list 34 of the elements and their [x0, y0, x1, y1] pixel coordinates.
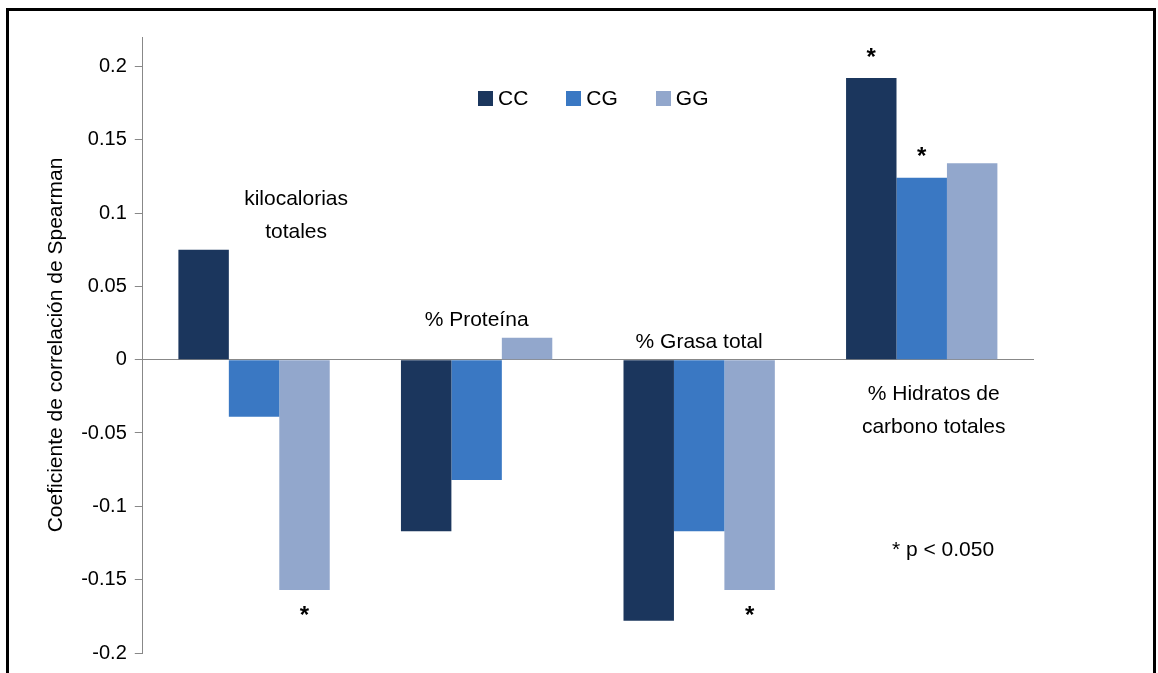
bar: [228, 360, 280, 417]
y-tick-label: -0.05: [81, 420, 127, 443]
bar: [178, 249, 229, 360]
bar: [724, 360, 775, 590]
bar: [846, 78, 897, 360]
x-tick-label: % Hidratos de carbono totales: [861, 380, 1006, 437]
y-axis-title: Coeficiente de correlación de Spearman: [43, 157, 67, 533]
annotation: *: [299, 600, 310, 628]
y-tick-label: -0.15: [81, 567, 127, 590]
legend-label: GG: [674, 86, 709, 110]
x-tick-label: kilocalorias totales: [244, 185, 348, 242]
y-tick-label: 0.05: [87, 273, 127, 296]
annotation: *: [744, 600, 755, 628]
y-tick-label: -0.1: [92, 493, 127, 516]
bar: [896, 177, 947, 360]
y-tick-label: 0: [115, 347, 127, 370]
bar: [673, 360, 725, 532]
bar: [279, 360, 330, 590]
annotation: *: [917, 142, 928, 170]
x-tick-label: % Grasa total: [635, 328, 763, 352]
bar: [400, 360, 452, 532]
bar: [451, 360, 502, 480]
y-tick-label: -0.2: [92, 640, 127, 663]
annotation: * p < 0.050: [891, 537, 995, 561]
y-tick-label: 0.1: [98, 200, 127, 223]
bar: [501, 337, 553, 360]
legend-label: CC: [497, 86, 529, 110]
x-tick-label: % Proteína: [424, 306, 529, 330]
bar: [623, 360, 674, 621]
annotation: *: [866, 42, 877, 70]
legend-label: CG: [585, 86, 618, 110]
y-tick-label: 0.2: [98, 53, 127, 76]
y-tick-label: 0.15: [87, 127, 127, 150]
bar: [946, 163, 998, 360]
